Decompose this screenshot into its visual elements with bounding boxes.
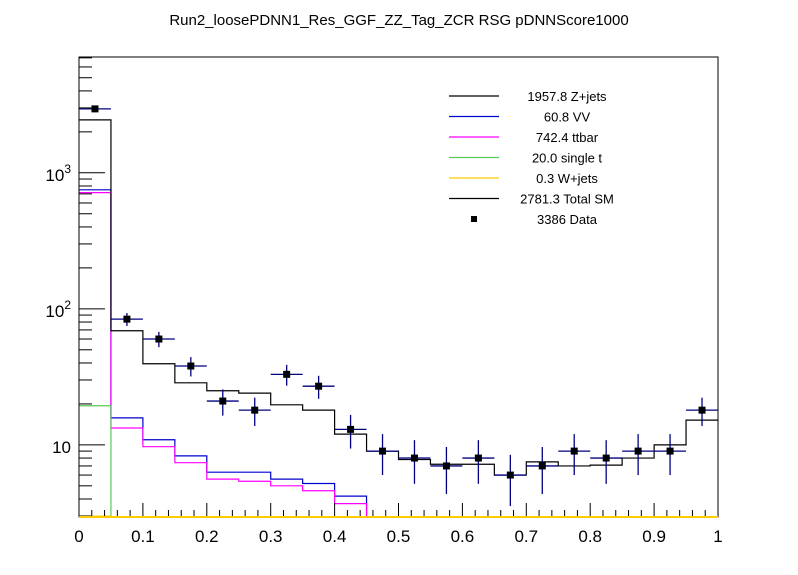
y-tick-label: 102 <box>45 298 71 321</box>
data-point <box>238 397 271 427</box>
x-tick-label: 0.7 <box>514 527 538 546</box>
legend-label: 60.8 VV <box>544 110 591 125</box>
legend-entry: 1957.8 Z+jets <box>449 89 607 104</box>
data-point <box>206 389 239 416</box>
data-point <box>590 440 623 484</box>
data-marker <box>379 447 387 455</box>
data-point <box>430 447 463 494</box>
chart-title: Run2_loosePDNN1_Res_GGF_ZZ_Tag_ZCR RSG p… <box>169 12 628 29</box>
histogram-line <box>79 405 112 517</box>
x-tick-label: 1 <box>713 527 722 546</box>
series-ttbar <box>79 192 368 517</box>
data-marker <box>570 447 578 455</box>
data-points-layer <box>79 105 718 507</box>
legend-label: 0.3 W+jets <box>536 171 598 186</box>
legend-label: 3386 Data <box>537 212 598 227</box>
data-point <box>494 454 527 507</box>
data-point <box>174 357 207 377</box>
y-tick-label: 103 <box>45 162 71 185</box>
data-marker <box>634 447 642 455</box>
data-point <box>526 447 559 494</box>
legend-entry: 3386 Data <box>471 212 598 227</box>
data-point <box>79 105 111 113</box>
legend-entry: 742.4 ttbar <box>449 130 599 145</box>
legend-entry: 20.0 single t <box>449 151 602 166</box>
data-point <box>366 434 399 476</box>
data-marker <box>538 462 546 470</box>
legend-label: 2781.3 Total SM <box>520 192 614 207</box>
axes: 0 0.1 0.2 0.3 0.4 0.5 0.6 0.7 0.8 0.9 1 10 102 103 <box>45 56 723 546</box>
data-marker <box>123 315 131 323</box>
data-marker <box>666 447 674 455</box>
histogram-line <box>79 119 718 476</box>
data-marker <box>251 406 259 414</box>
data-marker <box>315 382 323 390</box>
x-tick-label: 0.1 <box>131 527 155 546</box>
data-marker <box>347 425 355 433</box>
x-tick-label: 0.3 <box>259 527 283 546</box>
data-point <box>270 364 303 386</box>
data-point <box>334 414 367 449</box>
legend-label: 20.0 single t <box>532 151 602 166</box>
data-marker <box>698 406 706 414</box>
data-point <box>398 440 431 484</box>
y-tick-label: 10 <box>52 438 71 457</box>
data-marker <box>219 397 227 405</box>
data-point <box>622 434 655 476</box>
data-point <box>110 313 143 326</box>
legend: 1957.8 Z+jets 60.8 VV 742.4 ttbar 20.0 sing… <box>449 89 614 227</box>
data-marker <box>442 462 450 470</box>
data-marker <box>91 105 99 113</box>
data-marker <box>155 335 163 343</box>
series-single-t <box>79 405 112 517</box>
data-point <box>462 440 495 484</box>
data-point <box>302 375 335 399</box>
x-tick-label: 0.4 <box>323 527 347 546</box>
data-marker <box>283 370 291 378</box>
data-marker <box>410 454 418 462</box>
x-tick-label: 0.2 <box>195 527 219 546</box>
legend-entry: 0.3 W+jets <box>449 171 598 186</box>
data-marker <box>474 454 482 462</box>
data-point <box>142 331 175 348</box>
x-tick-label: 0 <box>74 527 83 546</box>
data-point <box>654 434 687 476</box>
legend-label: 1957.8 Z+jets <box>527 89 607 104</box>
histogram-line <box>79 189 368 517</box>
legend-label: 742.4 ttbar <box>536 130 599 145</box>
x-tick-label: 0.5 <box>387 527 411 546</box>
series-vv <box>79 189 368 517</box>
data-marker <box>506 471 514 479</box>
data-marker <box>187 362 195 370</box>
histogram-line <box>79 192 368 517</box>
legend-entry: 60.8 VV <box>449 110 590 125</box>
x-tick-label: 0.9 <box>642 527 666 546</box>
x-tick-label: 0.6 <box>451 527 475 546</box>
series-total-sm <box>79 119 718 476</box>
x-tick-label: 0.8 <box>578 527 602 546</box>
data-point <box>558 434 591 476</box>
data-point <box>686 397 718 427</box>
legend-marker-swatch <box>471 216 477 222</box>
data-marker <box>602 454 610 462</box>
legend-entry: 2781.3 Total SM <box>449 192 614 207</box>
